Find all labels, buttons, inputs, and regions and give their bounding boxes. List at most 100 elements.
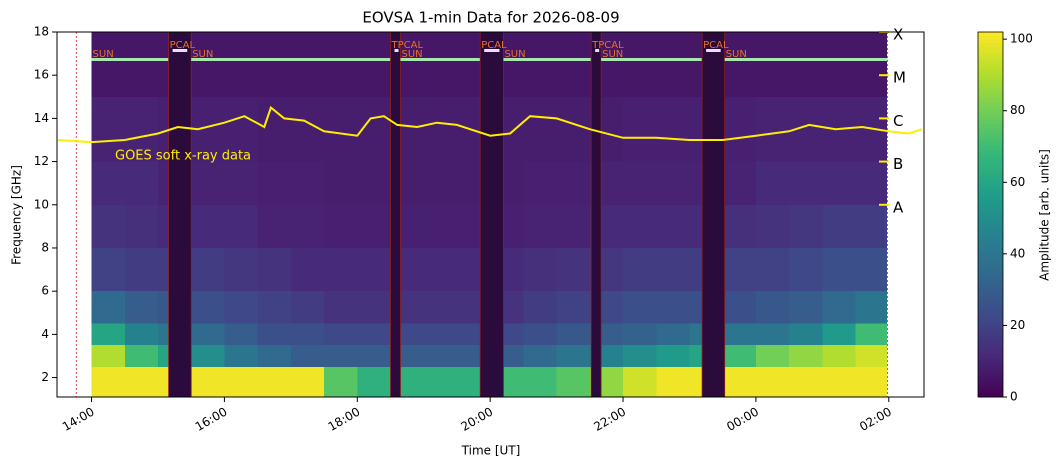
colorbar-swatch — [978, 214, 1003, 219]
heatmap-cell — [423, 291, 457, 324]
heatmap-cell — [656, 323, 690, 346]
heatmap-cell — [855, 161, 887, 205]
heatmap-cell — [191, 323, 225, 346]
colorbar-swatch — [978, 334, 1003, 340]
colorbar-swatch — [978, 119, 1003, 124]
heatmap-cell — [755, 323, 790, 346]
colorbar-swatch — [978, 375, 1003, 380]
heatmap-cell — [423, 32, 457, 97]
colorbar-swatch — [978, 254, 1003, 259]
heatmap-cell — [855, 204, 887, 248]
heatmap-cell — [523, 291, 557, 324]
x-tick-label: 00:00 — [724, 405, 761, 434]
heatmap-cell — [91, 32, 125, 97]
heatmap-cell — [722, 323, 756, 346]
heatmap-cell — [556, 366, 590, 397]
heatmap-cell — [789, 323, 823, 346]
heatmap-cell — [855, 323, 887, 346]
heatmap-cell — [124, 345, 158, 367]
colorbar-swatch — [978, 331, 1003, 336]
heatmap-cell — [556, 96, 590, 162]
calibration-bar — [172, 49, 188, 52]
colorbar-swatch — [978, 188, 1003, 194]
heatmap-cell — [423, 204, 457, 248]
heatmap-cell — [722, 32, 756, 97]
heatmap-cell — [257, 345, 291, 367]
heatmap-cell — [357, 323, 391, 346]
y-tick-label: 16 — [34, 68, 49, 82]
colorbar-swatch — [978, 83, 1003, 88]
heatmap-cell — [822, 161, 856, 205]
heatmap-cell — [324, 366, 358, 397]
colorbar-frame — [977, 31, 1004, 398]
calibration-gap — [390, 31, 401, 398]
heatmap-cell — [224, 345, 258, 367]
heatmap-cell — [556, 161, 590, 205]
colorbar-swatch — [978, 196, 1003, 201]
goes-level-label: X — [893, 26, 903, 44]
heatmap-cell — [755, 366, 790, 397]
colorbar-swatch — [978, 360, 1003, 365]
heatmap-cell — [656, 291, 690, 324]
heatmap-cell — [324, 204, 358, 248]
heatmap-cell — [755, 32, 790, 97]
heatmap-cell — [257, 323, 291, 346]
heatmap-cell — [855, 247, 887, 292]
colorbar-swatch — [978, 50, 1003, 55]
heatmap-cell — [257, 32, 291, 97]
y-tick-label: 2 — [41, 370, 49, 384]
colorbar-swatch — [978, 367, 1003, 372]
heatmap-cell — [556, 323, 590, 346]
heatmap-cell — [822, 247, 856, 292]
heatmap-cell — [789, 247, 823, 292]
heatmap-cell — [290, 345, 325, 367]
colorbar-swatch — [978, 46, 1003, 51]
colorbar-swatch — [978, 258, 1003, 263]
heatmap-cell — [789, 161, 823, 205]
scan-label: SUN — [93, 49, 114, 60]
heatmap-cell — [191, 247, 225, 292]
colorbar-swatch — [978, 261, 1003, 267]
x-tick-label: 14:00 — [60, 405, 97, 434]
colorbar-swatch — [978, 199, 1003, 205]
heatmap-cell — [357, 204, 391, 248]
heatmap-cell — [357, 366, 391, 397]
heatmap-cell — [91, 366, 125, 397]
heatmap-cell — [191, 345, 225, 367]
colorbar-swatch — [978, 207, 1003, 212]
calibration-gap — [479, 31, 504, 398]
colorbar-swatch — [978, 79, 1003, 84]
heatmap-cell — [556, 32, 590, 97]
sun-scan-bar — [503, 58, 592, 61]
colorbar-swatch — [978, 345, 1003, 351]
goes-annotation: GOES soft x-ray data — [115, 149, 251, 164]
colorbar-swatch — [978, 137, 1003, 142]
colorbar-swatch — [978, 276, 1003, 281]
sun-scan-bar — [601, 58, 703, 61]
colorbar-swatch — [978, 141, 1003, 146]
heatmap-cell — [124, 366, 158, 397]
heatmap-cell — [855, 345, 887, 367]
colorbar-swatch — [978, 35, 1003, 40]
colorbar-swatch — [978, 181, 1003, 186]
heatmap-cell — [656, 247, 690, 292]
scan-label: PCAL — [481, 40, 507, 51]
colorbar-swatch — [978, 302, 1003, 307]
heatmap-cell — [656, 204, 690, 248]
colorbar-swatch — [978, 53, 1003, 59]
heatmap-cell — [124, 291, 158, 324]
heatmap-cell — [91, 204, 125, 248]
colorbar-swatch — [978, 320, 1003, 325]
calibration-bar — [706, 49, 721, 52]
colorbar-swatch — [978, 156, 1003, 161]
heatmap-cell — [290, 32, 325, 97]
heatmap-cell — [224, 366, 258, 397]
heatmap-cell — [357, 291, 391, 324]
heatmap-cell — [623, 366, 657, 397]
heatmap-cell — [224, 323, 258, 346]
heatmap-cell — [191, 291, 225, 324]
heatmap-cell — [556, 204, 590, 248]
scan-label: SUN — [504, 49, 525, 60]
heatmap-cell — [722, 291, 756, 324]
heatmap-cell — [191, 161, 225, 205]
